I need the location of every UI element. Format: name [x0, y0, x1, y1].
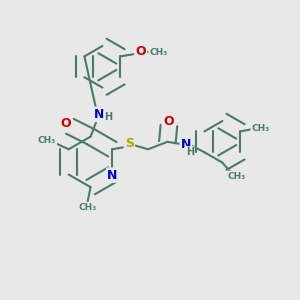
Text: O: O [135, 44, 146, 58]
Text: S: S [125, 137, 134, 150]
Text: CH₃: CH₃ [79, 203, 97, 212]
Text: H: H [186, 147, 194, 157]
Text: O: O [164, 115, 174, 128]
Text: O: O [61, 117, 71, 130]
Text: N: N [93, 108, 104, 121]
Text: CH₃: CH₃ [227, 172, 246, 181]
Text: H: H [104, 112, 112, 122]
Text: CH₃: CH₃ [149, 48, 168, 57]
Text: CH₃: CH₃ [38, 136, 56, 145]
Text: N: N [107, 169, 118, 182]
Text: N: N [181, 138, 191, 151]
Text: CH₃: CH₃ [251, 124, 270, 133]
